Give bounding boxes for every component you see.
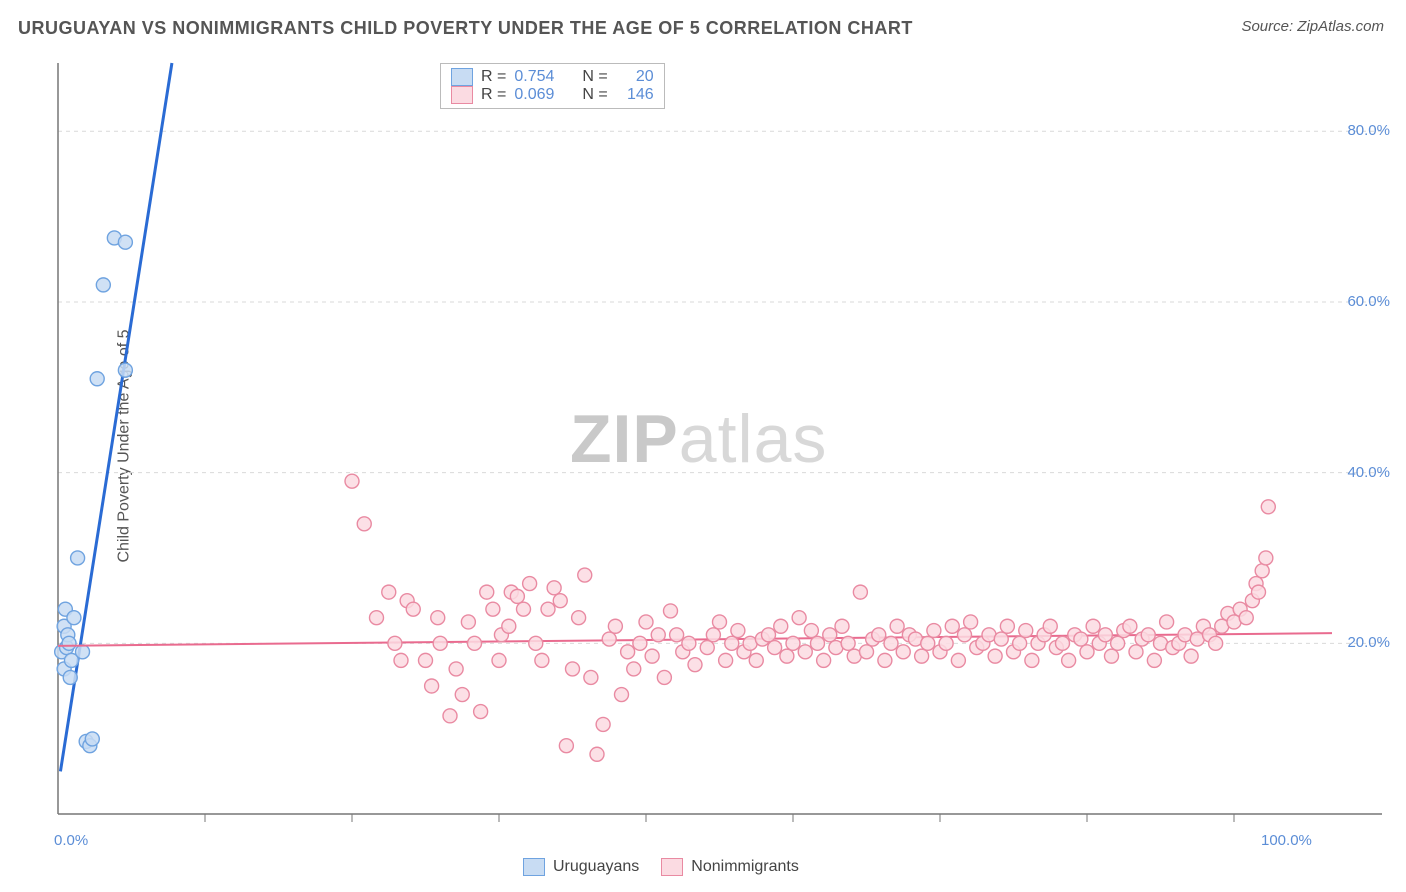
legend-r-label: R = — [481, 68, 506, 86]
legend-r-label: R = — [481, 86, 506, 104]
x-tick-label: 100.0% — [1261, 832, 1312, 849]
scatter-plot — [50, 55, 1386, 830]
y-tick-label: 60.0% — [1347, 293, 1390, 310]
chart-title: URUGUAYAN VS NONIMMIGRANTS CHILD POVERTY… — [18, 18, 913, 39]
legend-n-label: N = — [582, 86, 607, 104]
legend-swatch — [661, 858, 683, 876]
legend-n-value: 146 — [616, 86, 654, 104]
legend-n-label: N = — [582, 68, 607, 86]
legend-n-value: 20 — [616, 68, 654, 86]
legend-label: Nonimmigrants — [691, 858, 799, 876]
y-tick-label: 40.0% — [1347, 464, 1390, 481]
legend-r-value: 0.069 — [514, 86, 574, 104]
legend-swatch — [523, 858, 545, 876]
series-legend: Uruguayans Nonimmigrants — [523, 858, 799, 876]
correlation-legend: R = 0.754 N = 20 R = 0.069 N = 146 — [440, 63, 665, 109]
legend-swatch — [451, 86, 473, 104]
legend-r-value: 0.754 — [514, 68, 574, 86]
legend-item: Uruguayans — [523, 858, 639, 876]
source-label: Source: ZipAtlas.com — [1241, 18, 1384, 35]
y-tick-label: 20.0% — [1347, 634, 1390, 651]
legend-item: Nonimmigrants — [661, 858, 799, 876]
x-tick-label: 0.0% — [54, 832, 88, 849]
y-tick-label: 80.0% — [1347, 122, 1390, 139]
legend-swatch — [451, 68, 473, 86]
legend-label: Uruguayans — [553, 858, 639, 876]
